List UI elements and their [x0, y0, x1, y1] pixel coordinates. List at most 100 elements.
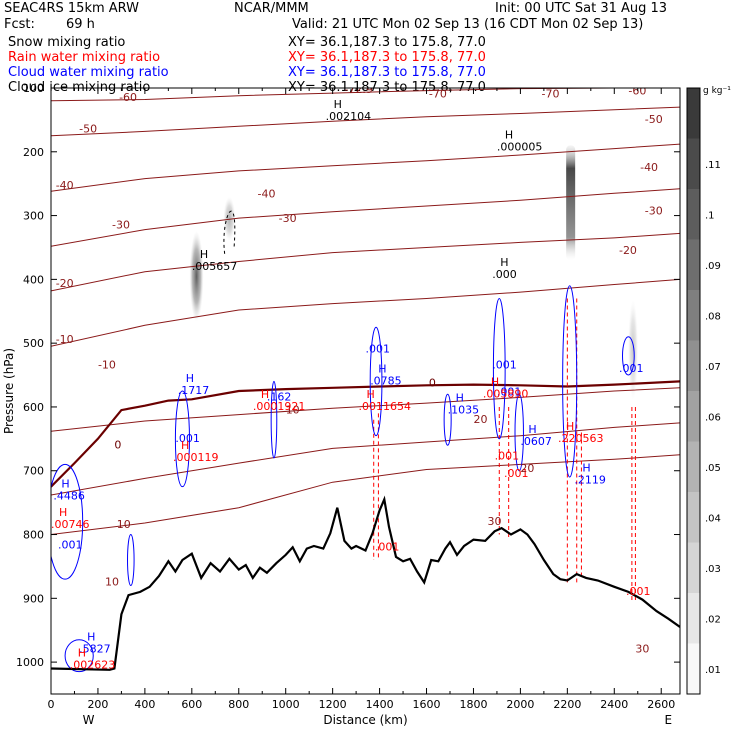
cloud-contour [64, 639, 94, 673]
colorbar-segment [687, 290, 700, 341]
colorbar-tick-label: .1 [705, 210, 715, 221]
y-tick-label: 800 [23, 529, 44, 542]
colorbar-segment [687, 542, 700, 593]
colorbar-tick-label: .01 [705, 665, 721, 676]
max-marker: H [61, 477, 69, 490]
max-marker: H [566, 420, 574, 433]
x-tick-label: 0 [48, 698, 55, 711]
contour-label: .001 [504, 467, 529, 480]
contour-label: -30 [645, 204, 663, 217]
colorbar-segment [687, 239, 700, 290]
x-tick-label: 400 [134, 698, 155, 711]
max-value-label: .0001921 [253, 400, 305, 413]
contour-label: 20 [520, 462, 534, 475]
colorbar-segment [687, 189, 700, 240]
temperature-contour [51, 422, 680, 496]
colorbar-frame [686, 87, 701, 695]
contour-label: .001 [497, 385, 522, 398]
contour-label: -20 [56, 277, 74, 290]
x-tick-label: 2600 [647, 698, 675, 711]
contour-label: .162 [267, 391, 292, 404]
temperature-contour [51, 232, 680, 292]
max-marker: H [334, 98, 342, 111]
contour-label: .001 [492, 359, 516, 372]
contour-label: .001 [375, 540, 400, 553]
snow-shading [628, 299, 639, 400]
fcst-label: Fcst: [4, 17, 35, 32]
contour-label: .001 [619, 362, 644, 375]
max-marker: H [505, 129, 513, 142]
cloud-contour [443, 393, 452, 446]
west-label: W [83, 713, 95, 727]
cloud-contour [270, 380, 278, 459]
colorbar-tick-label: .09 [705, 261, 721, 272]
temperature-contour [51, 454, 680, 535]
plot-frame [50, 87, 681, 695]
field-rain: Rain water mixing ratio [8, 50, 161, 65]
contour-label: .001 [175, 432, 200, 445]
contour-label: 30 [488, 515, 502, 528]
x-tick-label: 800 [228, 698, 249, 711]
x-tick-label: 1000 [272, 698, 300, 711]
max-value-label: .00746 [51, 518, 90, 531]
contour-label: 0 [429, 377, 436, 390]
terrain-line [51, 495, 680, 671]
temperature-contour [51, 143, 680, 192]
y-tick-label: 1000 [16, 656, 44, 669]
field-cloud-xy: XY= 36.1,187.3 to 175.8, 77.0 [288, 65, 486, 80]
contour-label: -70 [542, 88, 560, 101]
y-tick-label: 300 [23, 210, 44, 223]
x-tick-label: 2200 [553, 698, 581, 711]
contour-label: -30 [112, 218, 130, 231]
max-marker: H [200, 248, 208, 261]
cloud-contour [127, 534, 135, 587]
x-tick-label: 1600 [413, 698, 441, 711]
colorbar-tick-label: .05 [705, 463, 721, 474]
field-snow-xy: XY= 36.1,187.3 to 175.8, 77.0 [288, 35, 486, 50]
y-axis-label: Pressure (hPa) [2, 348, 16, 434]
contour-label: -20 [619, 244, 637, 257]
init-time: Init: 00 UTC Sat 31 Aug 13 [495, 1, 668, 16]
colorbar-segment [687, 88, 700, 139]
temperature-contour [51, 387, 680, 432]
cloud-contour [51, 463, 84, 580]
x-tick-label: 200 [87, 698, 108, 711]
max-value-label: .0607 [520, 435, 552, 448]
contour-label: .001 [495, 449, 520, 462]
contour-label: .001 [366, 343, 391, 356]
max-value-label: .220563 [558, 432, 604, 445]
field-cloud: Cloud water mixing ratio [8, 65, 169, 80]
x-tick-label: 600 [181, 698, 202, 711]
contour-label: -60 [119, 91, 137, 104]
cloud-contour [514, 393, 524, 472]
max-value-label: .5827 [79, 643, 111, 656]
contour-label: 20 [473, 413, 487, 426]
x-tick-label: 2400 [600, 698, 628, 711]
max-value-label: .0011654 [358, 400, 411, 413]
colorbar-tick-label: .04 [705, 513, 721, 524]
max-marker: H [500, 256, 508, 269]
cloud-contour [174, 390, 190, 488]
colorbar-segment [687, 391, 700, 442]
colorbar-tick-label: .07 [705, 362, 721, 373]
contour-label: -50 [645, 113, 663, 126]
y-tick-label: 900 [23, 592, 44, 605]
max-value-label: .0785 [370, 375, 402, 388]
max-marker: H [491, 375, 499, 388]
max-value-label: .005890 [483, 387, 528, 400]
y-tick-label: 500 [23, 337, 44, 350]
colorbar-segment [687, 593, 700, 644]
max-value-label: .1035 [448, 403, 480, 416]
max-marker: H [59, 506, 67, 519]
max-marker: H [378, 363, 386, 376]
ice-shading [566, 145, 576, 261]
max-marker: H [456, 391, 464, 404]
contour-label: -40 [56, 179, 74, 192]
x-tick-label: 2000 [506, 698, 534, 711]
field-rain-xy: XY= 36.1,187.3 to 175.8, 77.0 [288, 50, 486, 65]
max-value-label: .000005 [497, 141, 543, 154]
fcst-value: 69 h [66, 17, 95, 32]
colorbar-segment [687, 138, 700, 189]
max-value-label: .002104 [326, 110, 372, 123]
